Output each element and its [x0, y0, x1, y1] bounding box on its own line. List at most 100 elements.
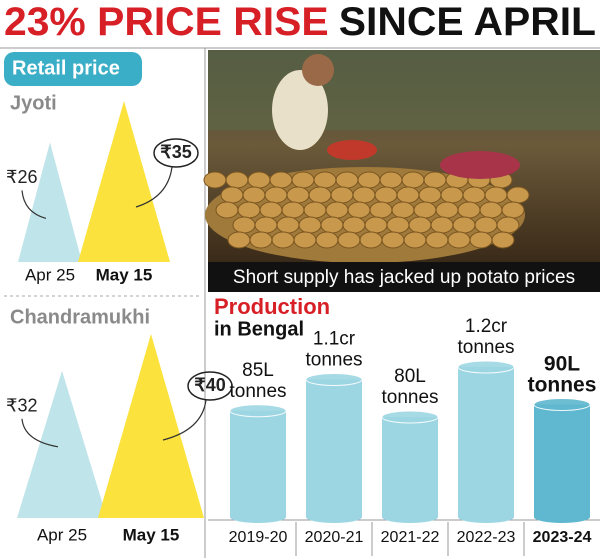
potato: [386, 216, 410, 234]
title-rest: SINCE APRIL: [339, 0, 596, 44]
value-label-line: tonnes: [381, 387, 438, 408]
category-label: Apr 25: [25, 265, 75, 284]
potato: [291, 171, 315, 189]
potato: [281, 201, 305, 219]
category-label: 2021-22: [381, 529, 440, 546]
potatoes: [203, 171, 530, 249]
photo-caption: Short supply has jacked up potato prices: [233, 267, 575, 288]
value-label-line: tonnes: [528, 373, 597, 396]
value-label-line: 85L: [242, 360, 274, 381]
potato: [447, 231, 471, 249]
price-label: ₹26: [6, 167, 37, 187]
potato: [440, 186, 464, 204]
retail-tag: Retail price: [12, 57, 120, 79]
potato: [203, 171, 227, 189]
price-triangle: [17, 370, 107, 518]
value-label-line: tonnes: [457, 337, 514, 358]
page-title: 23% PRICE RISE SINCE APRIL: [4, 0, 596, 44]
chart-title: Chandramukhi: [10, 306, 150, 328]
price-circle: [187, 371, 233, 401]
value-label: 80L tonnes: [381, 366, 438, 408]
cylinder: [534, 404, 590, 523]
value-label-line: tonnes: [229, 381, 286, 402]
price-label: ₹32: [6, 396, 37, 416]
price-circle: [153, 138, 199, 168]
potato: [457, 201, 481, 219]
potato: [413, 201, 437, 219]
potato: [401, 171, 425, 189]
arrow: [21, 418, 59, 448]
potato: [242, 186, 266, 204]
cylinder-top: [533, 398, 591, 411]
category-label: May 15: [96, 265, 153, 284]
value-label-line: 90L: [544, 352, 580, 375]
potato: [247, 171, 271, 189]
potato: [381, 231, 405, 249]
category-label: 2020-21: [305, 529, 364, 546]
potato: [313, 171, 337, 189]
photo: Short supply has jacked up potato prices: [203, 50, 600, 292]
title-highlight: 23% PRICE RISE: [4, 0, 329, 44]
price-label: ₹40: [194, 375, 225, 395]
potato: [501, 201, 525, 219]
potato: [396, 186, 420, 204]
potato: [337, 231, 361, 249]
cylinder: [306, 379, 362, 523]
potato: [215, 201, 239, 219]
potato: [254, 216, 278, 234]
potato: [352, 186, 376, 204]
potato: [462, 186, 486, 204]
potato: [506, 186, 530, 204]
value-label-line: 1.2cr: [465, 316, 508, 337]
value-label-line: tonnes: [305, 350, 362, 371]
potato: [474, 216, 498, 234]
potato: [379, 171, 403, 189]
category-label: May 15: [123, 525, 180, 544]
cylinder: [382, 417, 438, 523]
cylinder-top: [457, 360, 515, 374]
potato: [286, 186, 310, 204]
category-label: 2022-23: [457, 529, 516, 546]
chart-title: Production: [214, 294, 330, 319]
potato: [259, 201, 283, 219]
category-label: Apr 25: [37, 525, 87, 544]
potato: [391, 201, 415, 219]
potato: [308, 186, 332, 204]
price-label: ₹35: [160, 142, 191, 162]
potato: [227, 231, 251, 249]
tag-bg: [4, 52, 142, 86]
potato: [418, 186, 442, 204]
potato: [369, 201, 393, 219]
chart-subtitle: in Bengal: [214, 318, 304, 340]
potato: [496, 216, 520, 234]
potato: [293, 231, 317, 249]
potato: [423, 171, 447, 189]
potato: [220, 186, 244, 204]
cylinder-top: [229, 404, 287, 418]
potato: [452, 216, 476, 234]
potato: [264, 186, 288, 204]
potato: [359, 231, 383, 249]
potato: [271, 231, 295, 249]
potato: [484, 186, 508, 204]
vendor: [272, 70, 328, 150]
price-triangle: [18, 142, 82, 262]
cylinder-top: [381, 410, 439, 424]
potato: [303, 201, 327, 219]
category-label: 2023-24: [533, 529, 592, 546]
vendor-head: [302, 54, 334, 86]
bowl: [327, 140, 377, 160]
photo-stalls: [208, 50, 600, 130]
value-label: 1.1cr tonnes: [305, 329, 362, 371]
potato: [276, 216, 300, 234]
potato: [237, 201, 261, 219]
arrow: [21, 190, 47, 219]
value-label: 90L tonnes: [528, 352, 597, 396]
potato: [342, 216, 366, 234]
potato: [325, 201, 349, 219]
value-label-line: 80L: [394, 366, 426, 387]
potato: [232, 216, 256, 234]
potato: [315, 231, 339, 249]
potato: [320, 216, 344, 234]
arrow: [162, 399, 207, 441]
